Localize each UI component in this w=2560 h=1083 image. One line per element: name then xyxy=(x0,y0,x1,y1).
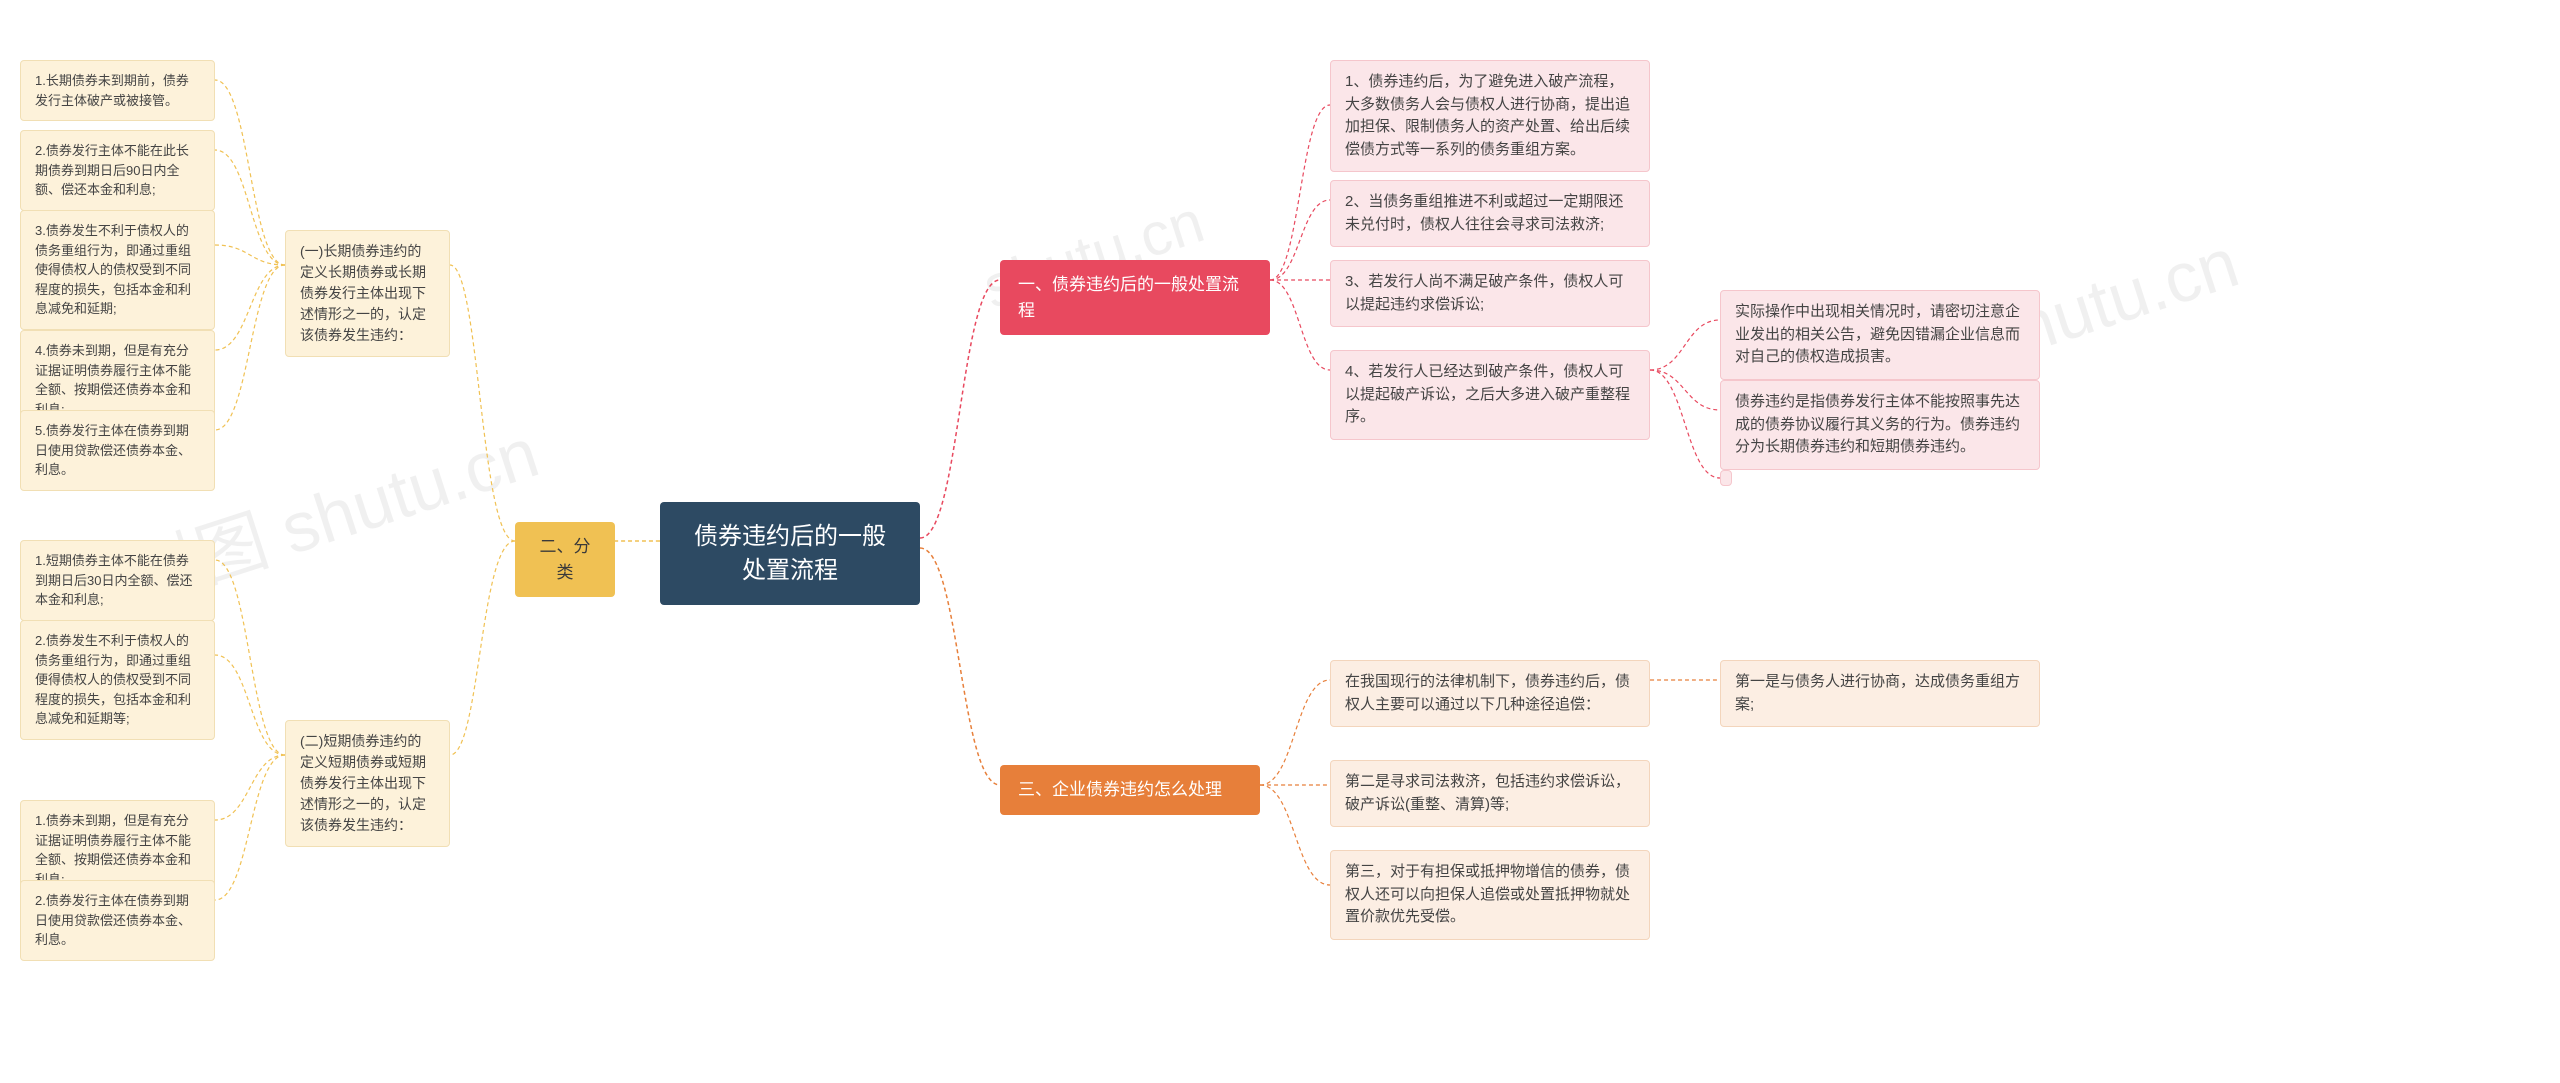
branch-3: 三、企业债券违约怎么处理 xyxy=(1000,765,1260,815)
branch-1-item: 4、若发行人已经达到破产条件，债权人可以提起破产诉讼，之后大多进入破产重整程序。 xyxy=(1330,350,1650,440)
branch-3-lead: 在我国现行的法律机制下，债券违约后，债权人主要可以通过以下几种途径追偿： xyxy=(1330,660,1650,727)
branch-2-s1-item: 5.债券发行主体在债券到期日使用贷款偿还债券本金、利息。 xyxy=(20,410,215,491)
branch-3-item: 第一是与债务人进行协商，达成债务重组方案; xyxy=(1720,660,2040,727)
branch-1-tail: 债券违约是指债券发行主体不能按照事先达成的债券协议履行其义务的行为。债券违约分为… xyxy=(1720,380,2040,470)
connectors-layer xyxy=(0,0,2560,1083)
branch-2-sub2: (二)短期债券违约的定义短期债券或短期债券发行主体出现下述情形之一的，认定该债券… xyxy=(285,720,450,847)
root-node: 债券违约后的一般处置流程 xyxy=(660,502,920,605)
branch-1-tail-empty xyxy=(1720,470,1732,486)
branch-2-s2-item: 2.债券发生不利于债权人的债务重组行为，即通过重组便得债权人的债权受到不同程度的… xyxy=(20,620,215,740)
branch-3-item: 第三，对于有担保或抵押物增信的债券，债权人还可以向担保人追偿或处置抵押物就处置价… xyxy=(1330,850,1650,940)
branch-1: 一、债券违约后的一般处置流程 xyxy=(1000,260,1270,335)
branch-2-s2-item: 2.债券发行主体在债券到期日使用贷款偿还债券本金、利息。 xyxy=(20,880,215,961)
branch-1-item: 3、若发行人尚不满足破产条件，债权人可以提起违约求偿诉讼; xyxy=(1330,260,1650,327)
branch-1-tail: 实际操作中出现相关情况时，请密切注意企业发出的相关公告，避免因错漏企业信息而对自… xyxy=(1720,290,2040,380)
branch-2-s1-item: 3.债券发生不利于债权人的债务重组行为，即通过重组使得债权人的债权受到不同程度的… xyxy=(20,210,215,330)
branch-3-item: 第二是寻求司法救济，包括违约求偿诉讼，破产诉讼(重整、清算)等; xyxy=(1330,760,1650,827)
branch-2-sub1: (一)长期债券违约的定义长期债券或长期债券发行主体出现下述情形之一的，认定该债券… xyxy=(285,230,450,357)
branch-2-s2-item: 1.短期债券主体不能在债券到期日后30日内全额、偿还本金和利息; xyxy=(20,540,215,621)
branch-1-item: 1、债券违约后，为了避免进入破产流程，大多数债务人会与债权人进行协商，提出追加担… xyxy=(1330,60,1650,172)
branch-2-s1-item: 2.债券发行主体不能在此长期债券到期日后90日内全额、偿还本金和利息; xyxy=(20,130,215,211)
branch-1-item: 2、当债务重组推进不利或超过一定期限还未兑付时，债权人往往会寻求司法救济; xyxy=(1330,180,1650,247)
branch-2-s1-item: 1.长期债券未到期前，债券发行主体破产或被接管。 xyxy=(20,60,215,121)
branch-2: 二、分类 xyxy=(515,522,615,597)
